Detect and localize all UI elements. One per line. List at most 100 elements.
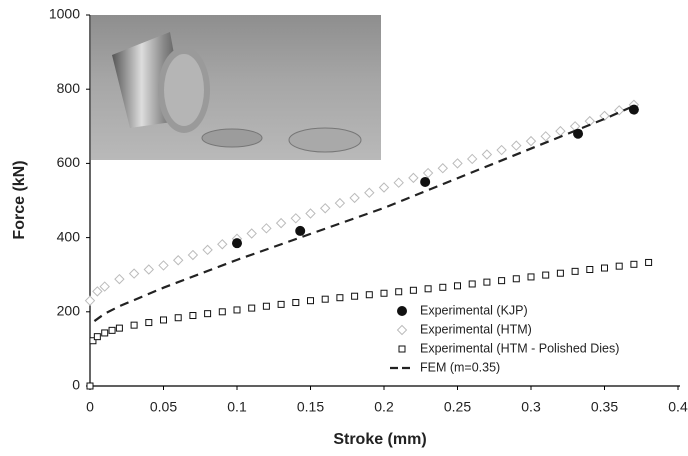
data-point — [114, 273, 125, 285]
x-tick-label: 0.4 — [668, 399, 688, 415]
data-point — [275, 217, 287, 229]
x-tick-label: 0 — [86, 399, 94, 415]
x-tick-label: 0.25 — [444, 399, 471, 415]
legend-label: Experimental (KJP) — [420, 303, 528, 317]
data-point — [143, 264, 155, 275]
data-point — [601, 264, 608, 272]
legend-label: Experimental (HTM - Polished Dies) — [420, 341, 619, 355]
data-point — [630, 260, 638, 268]
data-point — [160, 316, 167, 324]
data-point — [409, 286, 417, 294]
legend-swatch — [398, 345, 406, 353]
data-point — [334, 197, 346, 209]
data-point — [349, 192, 360, 204]
data-point — [424, 285, 432, 293]
data-point — [452, 158, 463, 169]
data-point — [295, 225, 306, 236]
legend-swatch — [397, 306, 407, 316]
data-point — [108, 326, 116, 334]
data-point — [292, 299, 300, 307]
x-tick-label: 0.05 — [150, 399, 177, 415]
x-tick-label: 0.1 — [227, 399, 247, 415]
inset-photo — [91, 15, 381, 160]
data-point — [542, 271, 550, 279]
data-point — [217, 239, 228, 250]
data-point — [466, 153, 478, 165]
data-point — [218, 308, 226, 316]
data-point — [115, 324, 123, 332]
data-point — [246, 228, 257, 239]
data-point — [586, 266, 594, 274]
data-point — [365, 291, 373, 299]
y-tick-label: 0 — [72, 377, 80, 393]
data-point — [555, 125, 566, 137]
x-axis-title: Stroke (mm) — [333, 431, 426, 448]
fem-line — [93, 104, 635, 322]
data-point — [525, 135, 537, 147]
data-point — [305, 208, 316, 219]
data-point — [645, 258, 653, 266]
data-point — [408, 172, 419, 184]
data-point — [99, 281, 110, 292]
data-point — [393, 177, 404, 188]
y-tick-label: 600 — [57, 154, 81, 170]
data-point — [437, 163, 449, 174]
data-point — [204, 310, 212, 318]
data-point — [380, 289, 388, 297]
data-point — [187, 249, 199, 261]
x-tick-label: 0.15 — [297, 399, 324, 415]
data-point — [189, 312, 197, 320]
data-point — [615, 262, 623, 270]
data-point — [277, 300, 285, 308]
data-point — [321, 295, 329, 303]
data-point — [422, 167, 434, 179]
data-point — [512, 275, 520, 283]
data-point — [336, 294, 344, 302]
data-point — [573, 128, 584, 139]
data-point — [364, 187, 375, 198]
data-point — [86, 382, 94, 390]
data-point — [233, 306, 241, 314]
y-axis-title: Force (kN) — [11, 160, 28, 239]
data-point — [556, 269, 564, 277]
data-point — [128, 268, 140, 279]
data-point — [248, 304, 256, 312]
data-point — [599, 110, 610, 122]
data-point — [84, 295, 96, 306]
data-point — [130, 321, 138, 329]
data-point — [158, 260, 169, 271]
data-point — [511, 140, 522, 151]
data-point — [527, 273, 535, 281]
data-point — [498, 277, 506, 285]
data-point — [92, 286, 103, 297]
data-point — [307, 297, 314, 305]
data-point — [174, 314, 182, 322]
data-point — [395, 288, 403, 296]
data-point — [468, 280, 476, 288]
data-point — [540, 131, 551, 142]
y-tick-label: 1000 — [49, 6, 80, 22]
legend-swatch — [396, 324, 408, 336]
data-point — [454, 282, 461, 290]
legend-label: Experimental (HTM) — [420, 322, 532, 336]
x-tick-label: 0.3 — [521, 399, 541, 415]
data-point — [232, 238, 242, 249]
data-point — [571, 267, 579, 275]
data-point — [145, 319, 153, 327]
x-tick-label: 0.2 — [374, 399, 394, 415]
data-point — [439, 283, 447, 291]
y-tick-label: 200 — [57, 303, 81, 319]
data-point — [262, 302, 270, 310]
data-point — [351, 292, 359, 300]
data-point — [483, 278, 491, 286]
data-point — [319, 203, 331, 214]
data-point — [172, 255, 184, 266]
data-point — [378, 182, 390, 193]
y-tick-label: 400 — [57, 228, 81, 244]
data-point — [481, 149, 493, 160]
y-tick-label: 800 — [57, 80, 81, 96]
data-point — [628, 104, 639, 115]
data-point — [101, 329, 109, 337]
data-point — [93, 333, 101, 341]
